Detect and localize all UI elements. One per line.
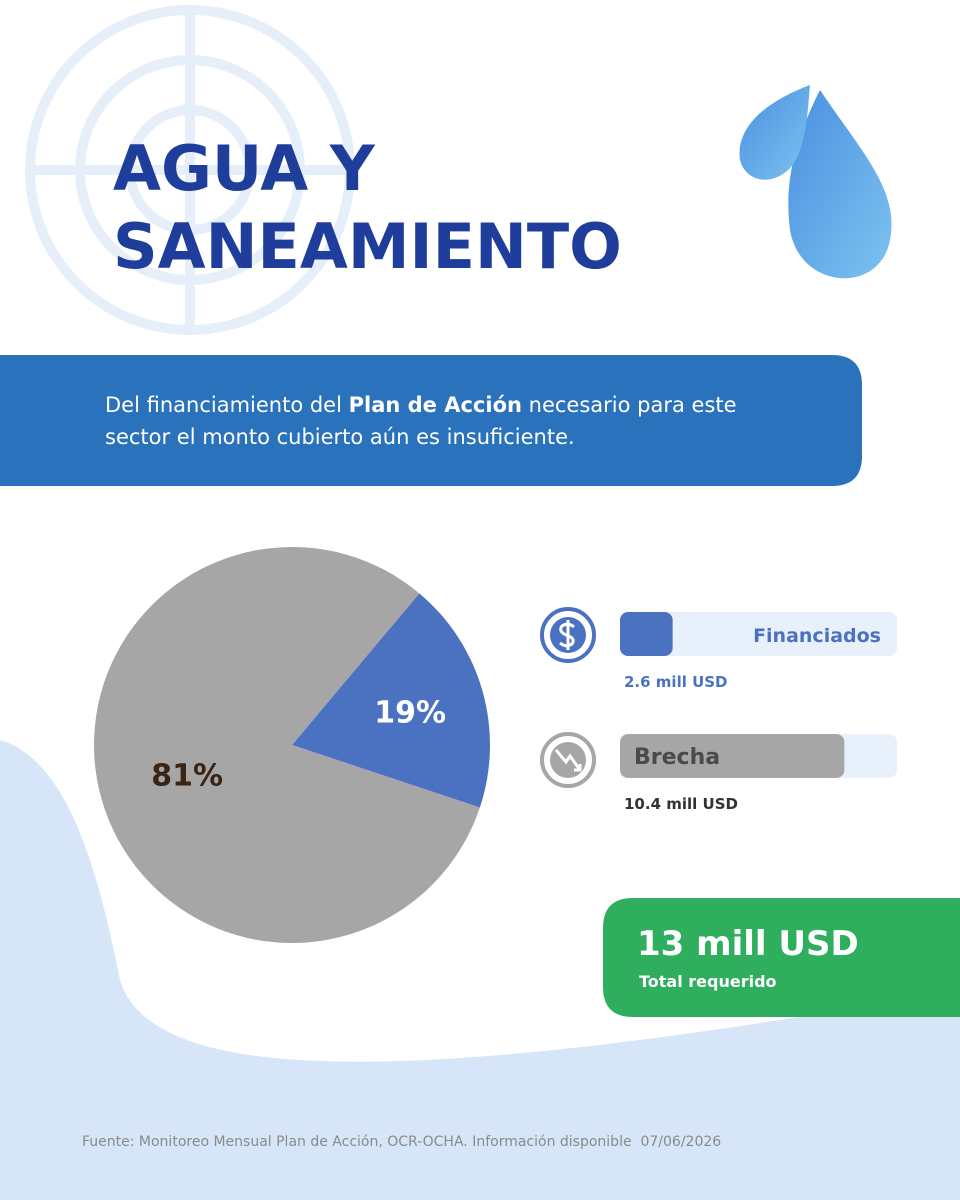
total-box	[603, 898, 960, 1017]
banner	[0, 355, 862, 486]
pie-slice	[292, 593, 490, 808]
dollar-icon	[559, 620, 575, 650]
un-emblem	[25, 5, 355, 335]
banner-bold: Plan de Acción	[349, 393, 522, 417]
total-amount: 13 mill USD	[637, 924, 859, 964]
dollar-icon	[540, 607, 596, 663]
slice-label: 19%	[374, 696, 446, 731]
legend-amount: 10.4 mill USD	[624, 795, 738, 813]
title-line: AGUA Y	[113, 132, 376, 205]
pie-slice	[94, 546, 480, 943]
title-line: SANEAMIENTO	[113, 210, 622, 283]
legend-bar	[620, 612, 673, 656]
legend-label: Brecha	[634, 745, 720, 770]
legend-bar	[620, 734, 845, 778]
water-drop-large	[788, 90, 892, 279]
banner-text: necesario para este	[522, 393, 737, 417]
banner-text: Del financiamiento del Plan de Acción ne…	[105, 393, 737, 417]
legend-track	[620, 612, 897, 656]
gap-icon	[540, 732, 596, 788]
banner-text: sector el monto cubierto aún es insufici…	[105, 425, 575, 449]
legend: Financiados 2.6 mill USD Brecha 10.4 mill U…	[540, 607, 897, 813]
gap-icon	[554, 749, 582, 772]
source: Fuente: Monitoreo Mensual Plan de Acción…	[82, 1134, 721, 1150]
legend-label: Financiados	[753, 625, 881, 647]
water-drop-small	[739, 85, 810, 180]
banner-text: Del financiamiento del	[105, 393, 349, 417]
legend-amount: 2.6 mill USD	[624, 673, 728, 691]
pie: 19% 81%	[94, 546, 490, 943]
total-label: Total requerido	[639, 972, 777, 991]
wave	[0, 740, 960, 1200]
slice-label: 81%	[151, 759, 223, 794]
